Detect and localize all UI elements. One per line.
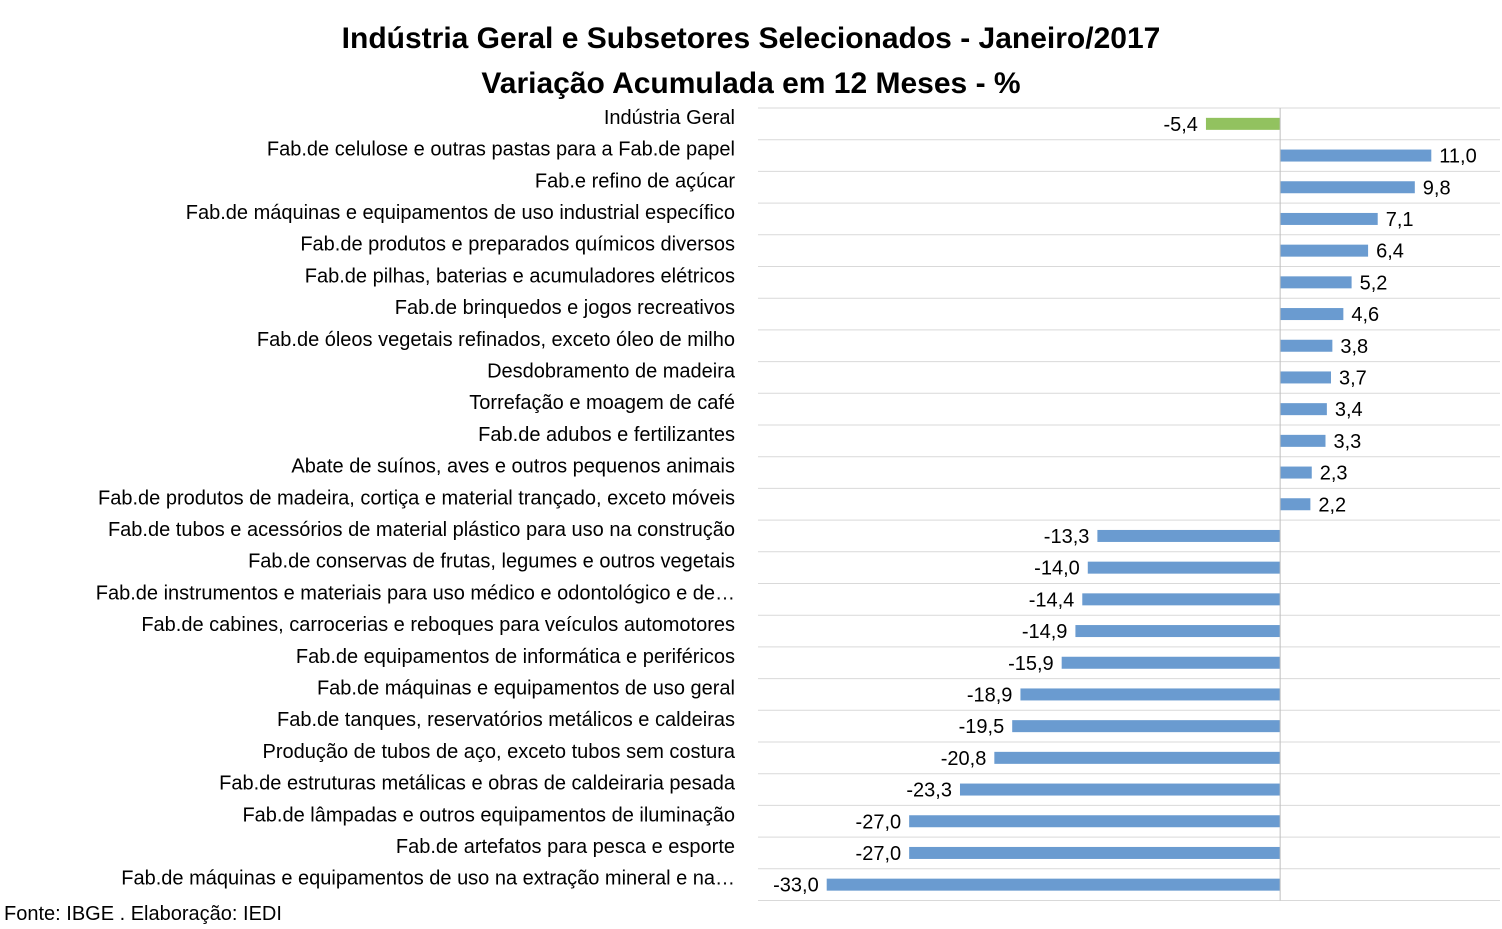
bar (1097, 529, 1281, 542)
category-label: Fab.de produtos e preparados químicos di… (300, 234, 735, 256)
value-label: 3,8 (1340, 336, 1368, 358)
value-label: -13,3 (1044, 526, 1090, 548)
category-label: Fab.de produtos de madeira, cortiça e ma… (98, 487, 735, 509)
category-label: Fab.de estruturas metálicas e obras de c… (219, 773, 736, 795)
bar (1280, 498, 1311, 511)
value-label: -19,5 (959, 716, 1005, 738)
bar (1280, 276, 1352, 289)
category-label: Fab.de óleos vegetais refinados, exceto … (257, 329, 735, 351)
bar (1205, 117, 1281, 130)
bar (959, 783, 1281, 796)
category-label: Fab.de artefatos para pesca e esporte (396, 836, 735, 858)
value-label: 11,0 (1439, 146, 1476, 168)
category-label: Fab.de celulose e outras pastas para a F… (267, 139, 735, 161)
value-label: 4,6 (1351, 304, 1379, 326)
bar (1280, 149, 1432, 162)
value-label: 2,2 (1318, 494, 1346, 516)
value-labels: -5,4 11,0 9,8 7,1 6,4 5,2 4,6 3,8 3,7 3,4 3,3 2,3 2,… (773, 114, 1477, 897)
value-label: -5,4 (1163, 114, 1197, 136)
gridlines (758, 107, 1500, 901)
category-label: Fab.de pilhas, baterias e acumuladores e… (305, 265, 735, 287)
category-label: Fab.de cabines, carrocerias e reboques p… (141, 614, 735, 636)
value-label: -33,0 (773, 875, 819, 897)
value-label: -14,0 (1034, 558, 1080, 580)
value-label: -23,3 (906, 780, 952, 802)
value-label: 3,3 (1333, 431, 1361, 453)
bar (1280, 466, 1312, 479)
bar (1020, 688, 1281, 701)
bar (1280, 308, 1344, 321)
bar (1082, 593, 1281, 606)
bar (909, 846, 1281, 859)
category-label: Fab.de tubos e acessórios de material pl… (108, 519, 735, 541)
category-label: Fab.de lâmpadas e outros equipamentos de… (242, 804, 735, 826)
value-label: -20,8 (941, 748, 987, 770)
category-label: Abate de suínos, aves e outros pequenos … (291, 456, 735, 478)
value-label: 3,4 (1335, 399, 1363, 421)
value-label: 7,1 (1386, 209, 1414, 231)
bar (1087, 561, 1281, 574)
bar (1280, 244, 1369, 257)
bar (994, 751, 1281, 764)
value-label: -18,9 (967, 684, 1013, 706)
chart-subtitle: Variação Acumulada em 12 Meses - % (481, 67, 1021, 100)
category-label: Fab.de instrumentos e materiais para uso… (96, 582, 735, 604)
value-label: -14,9 (1022, 621, 1068, 643)
bar (1012, 720, 1281, 733)
category-label: Fab.de conservas de frutas, legumes e ou… (248, 551, 735, 573)
category-label: Fab.de equipamentos de informática e per… (296, 646, 735, 668)
bar (1280, 212, 1378, 225)
category-label: Fab.de tanques, reservatórios metálicos … (277, 709, 735, 731)
category-label: Fab.de máquinas e equipamentos de uso ge… (317, 677, 735, 699)
value-label: 3,7 (1339, 367, 1367, 389)
category-label: Fab.de adubos e fertilizantes (478, 424, 735, 446)
category-label: Torrefação e moagem de café (469, 392, 735, 414)
value-label: 9,8 (1423, 177, 1451, 199)
value-label: 5,2 (1360, 272, 1388, 294)
category-label: Desdobramento de madeira (487, 360, 736, 382)
category-label: Fab.e refino de açúcar (535, 170, 735, 192)
category-label: Fab.de brinquedos e jogos recreativos (395, 297, 735, 319)
bar (1280, 403, 1327, 416)
value-label: -15,9 (1008, 653, 1054, 675)
value-label: -27,0 (856, 843, 902, 865)
bar (1061, 656, 1281, 669)
category-label: Fab.de máquinas e equipamentos de uso na… (121, 868, 735, 890)
source-note: Fonte: IBGE . Elaboração: IEDI (4, 903, 282, 925)
category-label: Indústria Geral (604, 107, 735, 129)
category-label: Fab.de máquinas e equipamentos de uso in… (186, 202, 735, 224)
value-label: 6,4 (1376, 241, 1404, 263)
chart-title: Indústria Geral e Subsetores Selecionado… (341, 22, 1161, 55)
bar (1280, 434, 1326, 447)
value-label: -14,4 (1029, 589, 1075, 611)
value-label: -27,0 (856, 811, 902, 833)
bars (826, 117, 1432, 891)
category-label: Produção de tubos de aço, exceto tubos s… (262, 741, 735, 763)
category-labels: Indústria Geral Fab.de celulose e outras … (96, 107, 736, 890)
bar (1280, 371, 1331, 384)
value-label: 2,3 (1320, 463, 1348, 485)
bar (1280, 339, 1333, 352)
bar (1280, 181, 1415, 194)
bar (1075, 625, 1281, 638)
bar (826, 878, 1281, 891)
bar (909, 815, 1281, 828)
